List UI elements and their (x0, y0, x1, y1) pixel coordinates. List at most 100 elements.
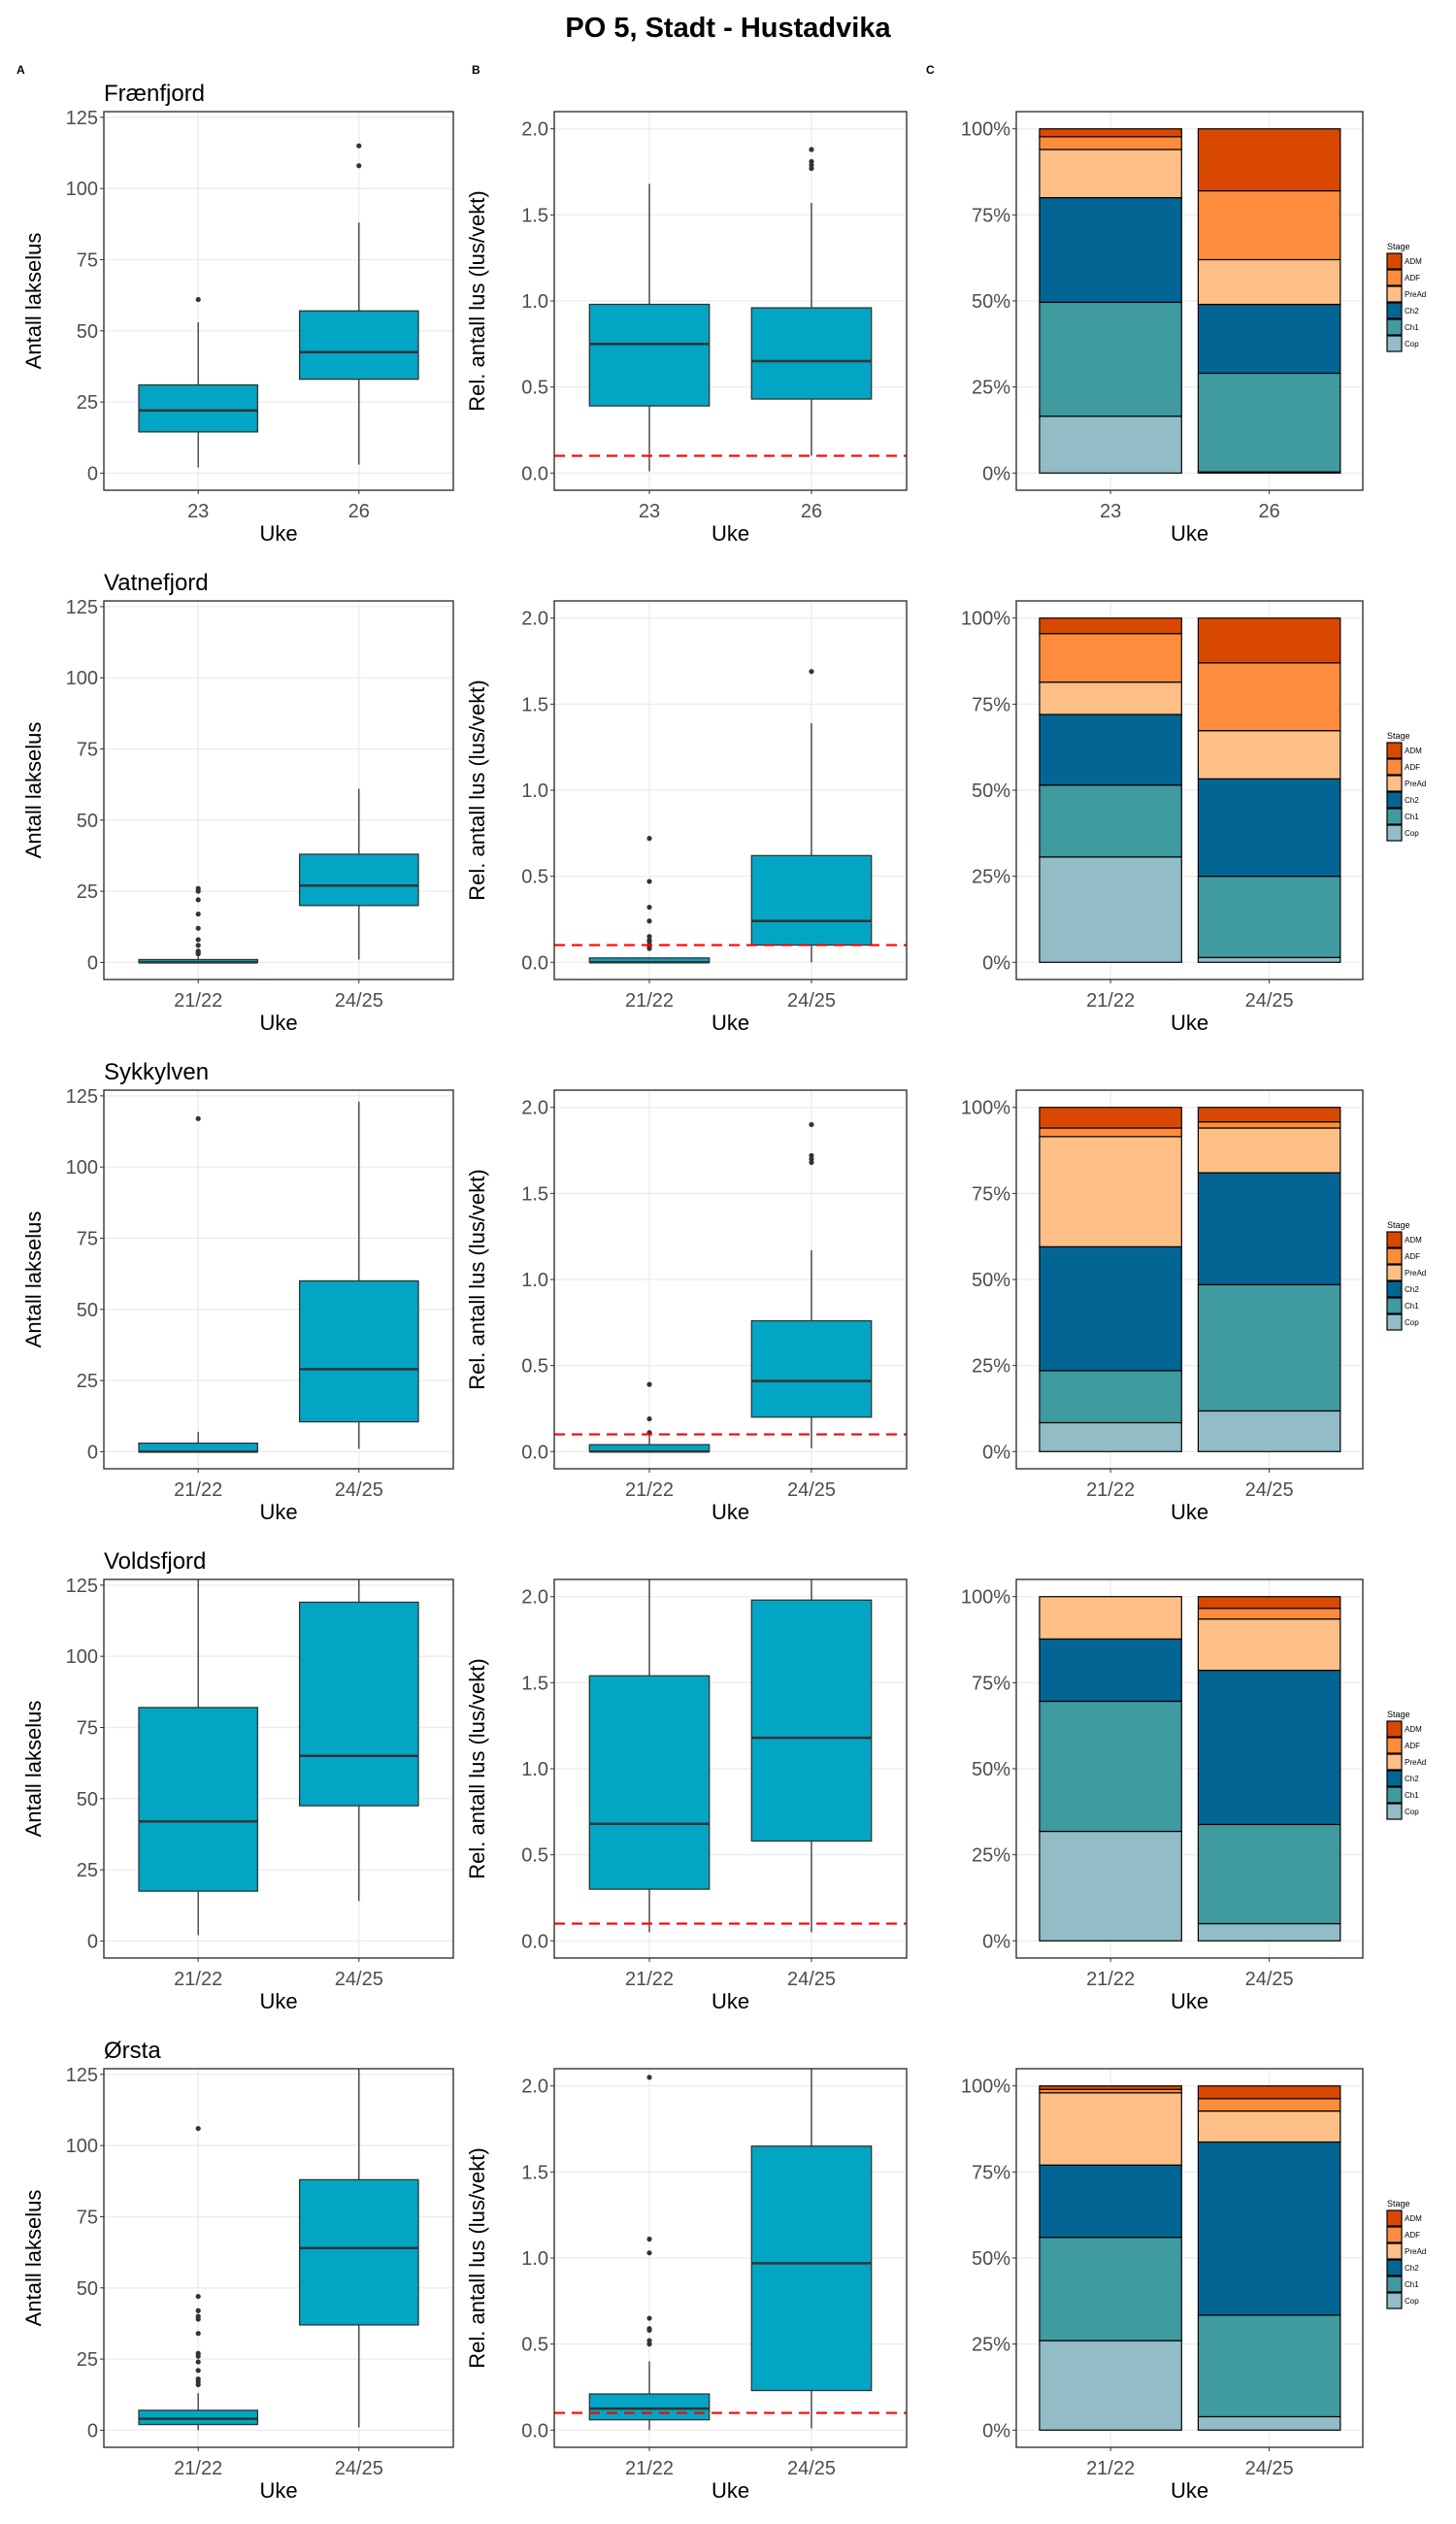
legend: Stage ADM ADF PreAd Ch2 Ch1 Cop (1386, 2199, 1426, 2309)
y-tick-label: 50 (77, 2278, 98, 2300)
box (138, 1707, 259, 1892)
y-tick-label: 0.5 (521, 867, 548, 888)
plot-area (554, 1121, 907, 1453)
y-axis-title: Antall lakselus (21, 1212, 46, 1348)
site-title: Voldsfjord (104, 1548, 206, 1575)
outlier-point (195, 2313, 201, 2319)
y-tick-label: 0% (982, 2420, 1010, 2441)
plot-area (138, 1579, 419, 1936)
y-tick-label: 0.5 (521, 2335, 548, 2356)
y-axis-title: Antall lakselus (21, 1701, 46, 1838)
legend-key-adf (1386, 1737, 1403, 1754)
outlier-point (195, 2368, 201, 2374)
site-title: Vatnefjord (104, 570, 209, 596)
bar-segment-adf (1039, 633, 1182, 683)
outlier-point (809, 1152, 814, 1158)
panel-border (103, 111, 454, 491)
y-tick-label: 2.0 (521, 119, 548, 141)
x-axis-title: Uke (711, 1989, 749, 2013)
bar-segment-adf (1039, 136, 1182, 150)
y-tick-label: 2.0 (521, 609, 548, 630)
y-tick-label: 1.0 (521, 291, 548, 313)
bar-segment-adm (1197, 1596, 1341, 1610)
legend-key-adf (1386, 758, 1403, 776)
legend-key-ch1 (1386, 318, 1403, 336)
plot-area (554, 669, 907, 964)
box (588, 303, 711, 407)
box (138, 1442, 259, 1453)
bar-segment-adm (1197, 2085, 1341, 2100)
legend-key-adf (1386, 2226, 1403, 2243)
legend-key-cop (1386, 2292, 1403, 2309)
outlier-point (195, 937, 201, 943)
panel-label-c: C (926, 63, 935, 77)
box (588, 1675, 711, 1890)
legend-key-ch2 (1386, 302, 1403, 319)
bar-segment-cop (1039, 856, 1182, 963)
y-tick-label: 0 (87, 1931, 98, 1952)
outlier-point (195, 897, 201, 903)
bar-segment-pread (1039, 1596, 1182, 1640)
x-tick-label: 24/25 (787, 990, 836, 1012)
outlier-point (646, 2326, 652, 2332)
plot-area (138, 143, 419, 468)
legend: Stage ADM ADF PreAd Ch2 Ch1 Cop (1386, 1220, 1426, 1331)
legend-key-ch1 (1386, 1297, 1403, 1314)
legend-label: Cop (1405, 1808, 1419, 1816)
legend-key-adf (1386, 1247, 1403, 1265)
x-axis-title: Uke (259, 1989, 297, 2013)
panel-border (103, 1578, 454, 1959)
y-axis-title: Antall lakselus (21, 233, 46, 370)
y-tick-label: 100% (961, 1587, 1010, 1609)
panel-c-stacked-bar: 0% 25% 50% 75% 100% 21/22 24/25 Uke Stage ADM ADF P… (961, 1089, 1426, 1524)
bar-segment-ch2 (1039, 714, 1182, 786)
x-axis-title: Uke (259, 2478, 297, 2503)
box (750, 1319, 873, 1418)
outlier-point (356, 143, 362, 149)
y-tick-label: 2.0 (521, 1098, 548, 1119)
y-tick-label: 50 (77, 1789, 98, 1810)
x-tick-label: 26 (348, 501, 370, 522)
x-tick-label: 21/22 (625, 1479, 674, 1501)
x-tick-label: 21/22 (1086, 1969, 1135, 1990)
legend-label: ADM (1405, 2214, 1422, 2223)
y-tick-label: 0 (87, 952, 98, 974)
outlier-point (195, 2125, 201, 2132)
bar-segment-ch2 (1039, 197, 1182, 304)
legend-label: Cop (1405, 829, 1419, 838)
panel-b-boxplot: 0.0 0.5 1.0 1.5 2.0 21/22 24/25 Uke Rel. antall … (465, 600, 908, 1035)
legend-label: ADM (1405, 1725, 1422, 1734)
panel-a-boxplot: 0 25 50 75 100 125 23 26 Uke Antall lakselus (21, 108, 454, 546)
y-tick-label: 25 (77, 881, 98, 903)
panel-c-stacked-bar: 0% 25% 50% 75% 100% 21/22 24/25 Uke Stage ADM ADF P… (961, 600, 1426, 1035)
plot-area (554, 147, 907, 472)
legend-title: Stage (1387, 1710, 1410, 1719)
plot-area (554, 2069, 907, 2431)
legend-key-cop (1386, 1313, 1403, 1331)
outlier-point (646, 2338, 652, 2343)
legend-key-pread (1386, 1753, 1403, 1771)
y-tick-label: 25% (972, 1356, 1010, 1378)
panel-c-stacked-bar: 0% 25% 50% 75% 100% 21/22 24/25 Uke Stage ADM ADF P… (961, 2068, 1426, 2503)
legend-key-ch2 (1386, 2259, 1403, 2276)
legend-label: ADF (1405, 763, 1420, 772)
y-tick-label: 100 (66, 2136, 98, 2157)
x-tick-label: 21/22 (1086, 2458, 1135, 2479)
y-tick-label: 125 (66, 1576, 98, 1597)
legend-label: Ch1 (1405, 2280, 1419, 2289)
box (138, 383, 259, 433)
outlier-point (195, 911, 201, 917)
bar-segment-pread (1197, 2110, 1341, 2143)
legend-key-pread (1386, 285, 1403, 303)
bar-segment-ch1 (1197, 1823, 1341, 1925)
outlier-point (195, 1115, 201, 1121)
outlier-point (195, 885, 201, 891)
panel-b-boxplot: 0.0 0.5 1.0 1.5 2.0 21/22 24/25 Uke Rel. antall … (465, 2068, 908, 2503)
legend-label: Ch2 (1405, 1285, 1419, 1294)
x-tick-label: 21/22 (625, 1969, 674, 1990)
x-tick-label: 24/25 (787, 1479, 836, 1501)
legend-label: ADM (1405, 257, 1422, 266)
box (298, 1601, 419, 1807)
box (138, 2409, 259, 2426)
